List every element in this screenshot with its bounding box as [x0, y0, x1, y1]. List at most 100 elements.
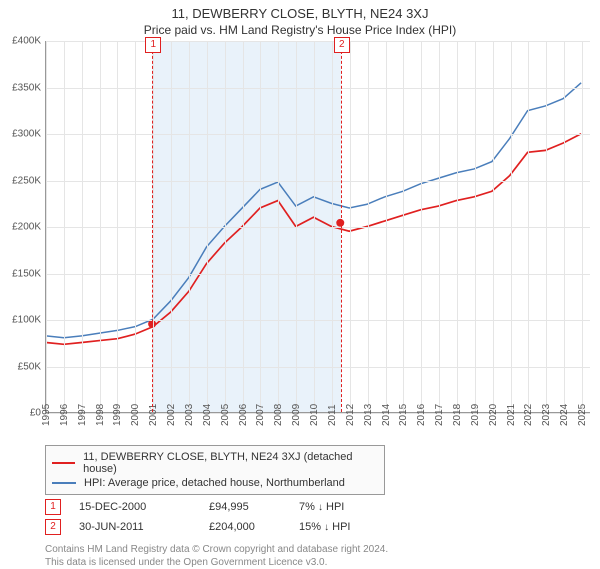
gridline-v: [64, 41, 65, 412]
sale-row: 230-JUN-2011£204,00015% ↓ HPI: [45, 519, 590, 535]
sale-diff: 7% ↓ HPI: [299, 501, 379, 513]
gridline-v: [493, 41, 494, 412]
legend-label: HPI: Average price, detached house, Nort…: [84, 477, 345, 489]
x-axis-label: 2015: [398, 404, 409, 426]
sale-marker-line: 1: [152, 41, 153, 412]
gridline-h: [46, 88, 590, 89]
legend-label: 11, DEWBERRY CLOSE, BLYTH, NE24 3XJ (det…: [83, 451, 378, 475]
x-axis-label: 2024: [559, 404, 570, 426]
sale-marker-box: 1: [145, 37, 161, 53]
x-axis-label: 2016: [416, 404, 427, 426]
gridline-h: [46, 274, 590, 275]
gridline-h: [46, 227, 590, 228]
x-axis-label: 2009: [291, 404, 302, 426]
legend: 11, DEWBERRY CLOSE, BLYTH, NE24 3XJ (det…: [45, 445, 385, 495]
sale-price: £204,000: [209, 521, 299, 533]
x-axis-label: 2002: [166, 404, 177, 426]
gridline-v: [511, 41, 512, 412]
gridline-v: [403, 41, 404, 412]
gridline-h: [46, 320, 590, 321]
y-axis-label: £100K: [1, 315, 41, 326]
gridline-v: [314, 41, 315, 412]
footer: Contains HM Land Registry data © Crown c…: [45, 543, 590, 569]
x-axis-label: 1998: [95, 404, 106, 426]
x-axis-label: 2010: [309, 404, 320, 426]
sale-row: 1 15-DEC-2000£94,9957% ↓ HPI: [45, 499, 590, 515]
sale-date: 15-DEC-2000: [79, 501, 209, 513]
x-axis-label: 2012: [345, 404, 356, 426]
x-axis-label: 2021: [506, 404, 517, 426]
x-axis-label: 1996: [59, 404, 70, 426]
sale-diff: 15% ↓ HPI: [299, 521, 379, 533]
y-axis-label: £50K: [1, 361, 41, 372]
x-axis-label: 2006: [238, 404, 249, 426]
x-axis-label: 2014: [381, 404, 392, 426]
legend-swatch: [52, 482, 76, 484]
sale-marker-box: 2: [334, 37, 350, 53]
gridline-v: [153, 41, 154, 412]
gridline-v: [564, 41, 565, 412]
gridline-v: [457, 41, 458, 412]
x-axis-label: 2022: [523, 404, 534, 426]
x-axis-label: 2000: [130, 404, 141, 426]
footer-line-2: This data is licensed under the Open Gov…: [45, 556, 590, 569]
gridline-v: [260, 41, 261, 412]
legend-item: HPI: Average price, detached house, Nort…: [52, 476, 378, 490]
x-axis-label: 2005: [220, 404, 231, 426]
gridline-h: [46, 134, 590, 135]
gridline-v: [243, 41, 244, 412]
legend-item: 11, DEWBERRY CLOSE, BLYTH, NE24 3XJ (det…: [52, 450, 378, 476]
y-axis-label: £150K: [1, 268, 41, 279]
x-axis-label: 2020: [488, 404, 499, 426]
x-axis-label: 2019: [470, 404, 481, 426]
gridline-v: [439, 41, 440, 412]
gridline-v: [46, 41, 47, 412]
gridline-v: [350, 41, 351, 412]
arrow-down-icon: ↓: [318, 502, 323, 513]
sale-price: £94,995: [209, 501, 299, 513]
y-axis-label: £0: [1, 408, 41, 419]
x-axis-label: 2003: [184, 404, 195, 426]
gridline-v: [117, 41, 118, 412]
gridline-v: [225, 41, 226, 412]
sale-index: 1: [45, 499, 61, 515]
x-axis-label: 1995: [41, 404, 52, 426]
y-axis-label: £300K: [1, 129, 41, 140]
x-axis-label: 1997: [77, 404, 88, 426]
price-chart: £0£50K£100K£150K£200K£250K£300K£350K£400…: [45, 41, 590, 413]
x-axis-label: 2011: [327, 404, 338, 426]
page-title: 11, DEWBERRY CLOSE, BLYTH, NE24 3XJ: [0, 0, 600, 21]
sales-table: 1 15-DEC-2000£94,9957% ↓ HPI 230-JUN-2011£…: [0, 499, 600, 535]
gridline-v: [296, 41, 297, 412]
x-axis-label: 2008: [273, 404, 284, 426]
legend-swatch: [52, 462, 75, 464]
x-axis-label: 2001: [148, 404, 159, 426]
gridline-v: [368, 41, 369, 412]
footer-line-1: Contains HM Land Registry data © Crown c…: [45, 543, 590, 556]
gridline-v: [421, 41, 422, 412]
gridline-v: [546, 41, 547, 412]
gridline-v: [278, 41, 279, 412]
gridline-v: [171, 41, 172, 412]
sale-date: 30-JUN-2011: [79, 521, 209, 533]
gridline-v: [582, 41, 583, 412]
gridline-v: [332, 41, 333, 412]
gridline-h: [46, 367, 590, 368]
x-axis-label: 2007: [255, 404, 266, 426]
gridline-v: [135, 41, 136, 412]
gridline-v: [207, 41, 208, 412]
sale-marker-line: 2: [341, 41, 342, 412]
x-axis-label: 2013: [363, 404, 374, 426]
x-axis-label: 2018: [452, 404, 463, 426]
y-axis-label: £250K: [1, 175, 41, 186]
y-axis-label: £350K: [1, 82, 41, 93]
gridline-h: [46, 41, 590, 42]
arrow-down-icon: ↓: [324, 522, 329, 533]
page-subtitle: Price paid vs. HM Land Registry's House …: [0, 21, 600, 41]
gridline-v: [475, 41, 476, 412]
x-axis-label: 2025: [577, 404, 588, 426]
gridline-h: [46, 181, 590, 182]
y-axis-label: £400K: [1, 36, 41, 47]
x-axis-label: 2004: [202, 404, 213, 426]
gridline-v: [100, 41, 101, 412]
